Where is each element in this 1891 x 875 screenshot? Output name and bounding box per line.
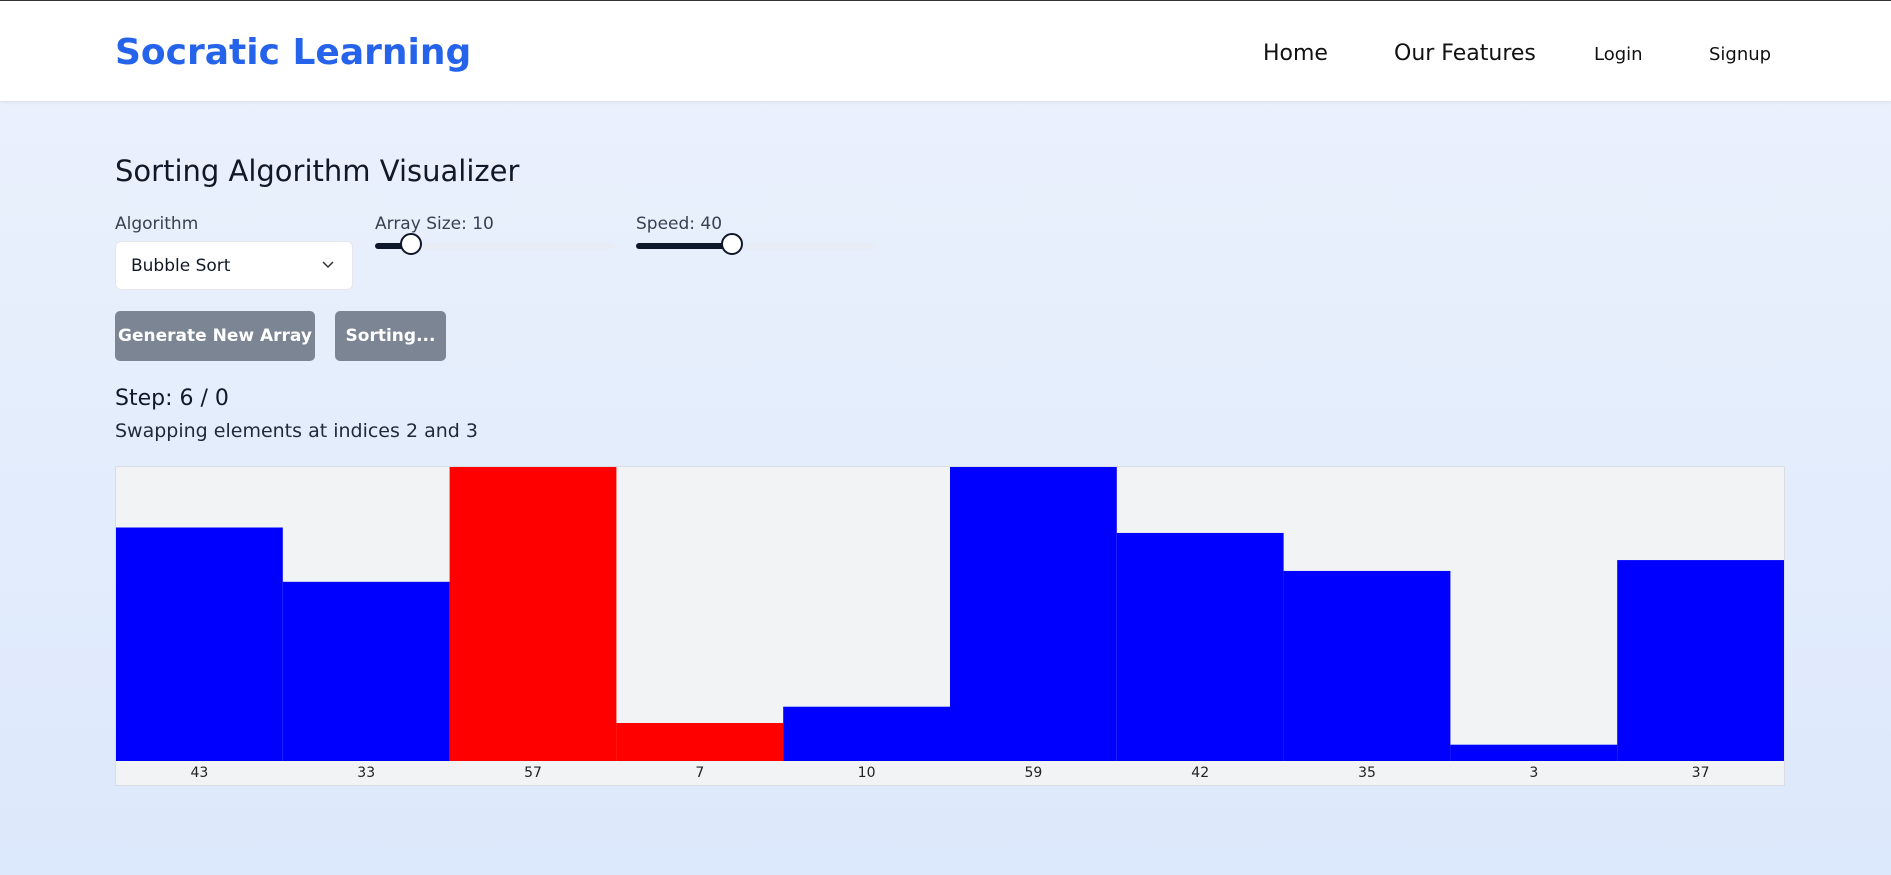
step-message: Swapping elements at indices 2 and 3 <box>115 420 478 442</box>
speed-label: Speed: 40 <box>636 214 723 234</box>
bar <box>1617 560 1784 761</box>
value-label: 37 <box>1692 765 1710 781</box>
speed-slider[interactable] <box>636 233 874 255</box>
selected-option: Bubble Sort <box>131 256 231 276</box>
page-title: Sorting Algorithm Visualizer <box>115 154 520 188</box>
algorithm-label: Algorithm <box>115 214 199 234</box>
algorithm-select[interactable]: Bubble Sort <box>115 241 353 290</box>
bar <box>783 706 950 761</box>
sort-button[interactable]: Sorting... <box>335 311 446 361</box>
bar <box>449 467 617 761</box>
value-label: 33 <box>357 765 375 781</box>
bar <box>282 581 450 761</box>
bar <box>950 467 1117 761</box>
bar <box>116 527 283 761</box>
slider-thumb[interactable] <box>400 233 422 255</box>
bar-chart: 43 33 57 7 10 59 42 35 3 37 <box>115 466 1785 786</box>
bar <box>1283 570 1451 761</box>
nav-link[interactable]: Home <box>1263 41 1328 66</box>
value-label: 10 <box>858 765 876 781</box>
size-slider[interactable] <box>375 233 615 255</box>
slider-fill <box>375 243 411 249</box>
value-label: 35 <box>1358 765 1376 781</box>
bar <box>1116 532 1284 761</box>
nav-link[interactable]: Our Features <box>1394 41 1536 66</box>
value-label: 59 <box>1024 765 1042 781</box>
generate-button[interactable]: Generate New Array <box>115 311 315 361</box>
bar <box>616 722 784 761</box>
value-label: 57 <box>524 765 542 781</box>
bar <box>1450 744 1618 761</box>
nav-link[interactable]: Signup <box>1709 44 1772 65</box>
slider-thumb[interactable] <box>721 233 743 255</box>
step-counter: Step: 6 / 0 <box>115 386 229 411</box>
size-label: Array Size: 10 <box>375 214 494 234</box>
header: Socratic Learning Home Our Features Logi… <box>0 0 1891 101</box>
value-label: 42 <box>1191 765 1209 781</box>
brand[interactable]: Socratic Learning <box>115 32 472 73</box>
chevron <box>322 261 334 269</box>
slider-fill <box>636 243 732 249</box>
bars <box>116 467 1784 761</box>
value-label: 7 <box>695 765 704 781</box>
nav-link[interactable]: Login <box>1594 44 1643 65</box>
value-label: 43 <box>190 765 208 781</box>
value-label: 3 <box>1529 765 1538 781</box>
